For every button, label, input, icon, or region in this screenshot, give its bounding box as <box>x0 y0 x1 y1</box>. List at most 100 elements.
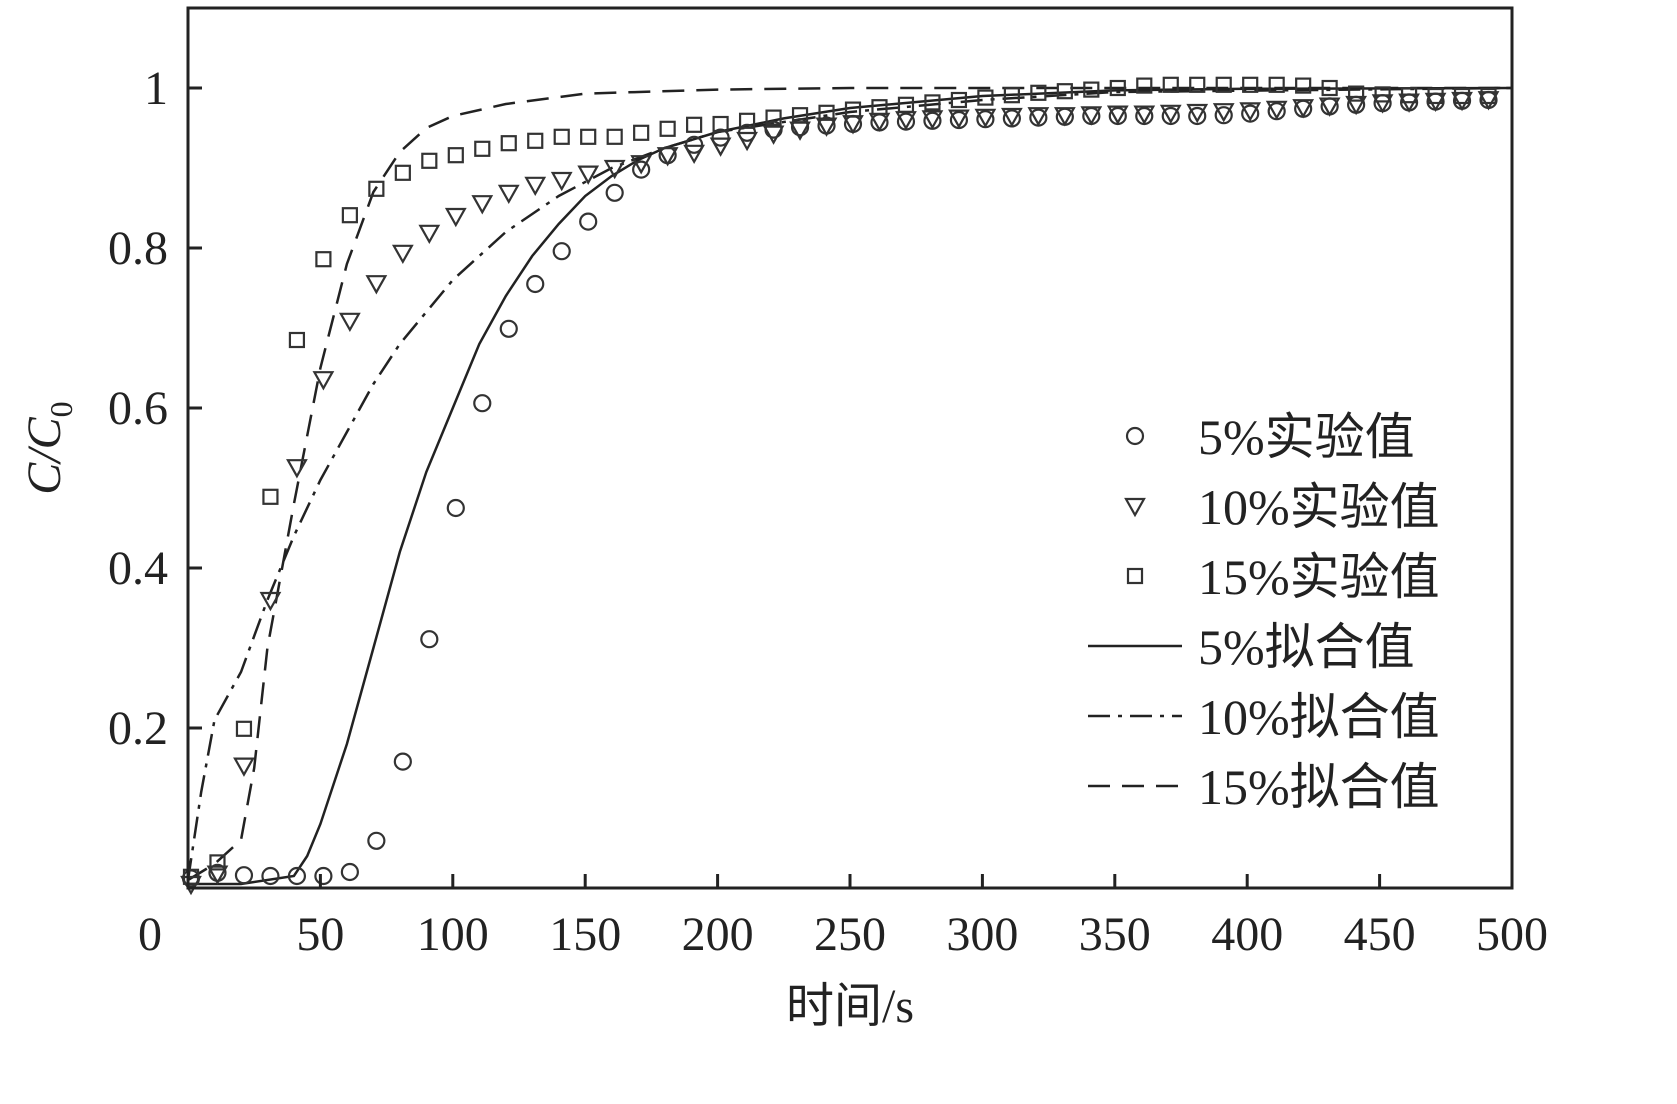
square-marker <box>1126 567 1144 585</box>
triangle-marker <box>921 110 944 130</box>
triangle-marker <box>1212 103 1235 123</box>
circle-marker <box>420 630 439 649</box>
circle-marker <box>367 831 386 850</box>
triangle-marker <box>1027 107 1050 127</box>
square-marker <box>1242 76 1259 93</box>
legend-item: 5%实验值 <box>1125 409 1415 465</box>
circle-marker <box>552 242 571 261</box>
square-marker <box>235 720 253 737</box>
square-marker <box>606 128 623 145</box>
triangle-marker <box>1080 106 1103 126</box>
triangle-marker <box>603 159 626 180</box>
triangle-marker <box>1318 97 1341 117</box>
fit-line <box>187 86 1512 882</box>
svg-text:C/C0: C/C0 <box>18 401 79 494</box>
legend-item: 15%拟合值 <box>1088 759 1440 815</box>
square-marker <box>1162 76 1179 93</box>
x-tick-label: 250 <box>814 908 886 961</box>
square-marker <box>1348 85 1365 102</box>
square-marker <box>1453 87 1471 105</box>
square-marker <box>871 99 888 116</box>
fit-line <box>188 86 1513 886</box>
triangle-marker <box>550 171 573 192</box>
triangle-marker <box>338 312 361 333</box>
circle-marker <box>234 866 254 885</box>
triangle-marker <box>1424 92 1447 113</box>
legend-label: 15%实验值 <box>1198 549 1440 605</box>
triangle-marker <box>1053 107 1076 127</box>
square-marker <box>844 101 862 118</box>
square-marker <box>341 207 358 224</box>
square-marker <box>1189 76 1206 93</box>
square-marker <box>950 91 968 109</box>
circle-marker <box>579 212 598 231</box>
legend-label: 5%拟合值 <box>1198 619 1415 675</box>
triangle-marker <box>1124 497 1146 518</box>
legend-item: 5%拟合值 <box>1088 619 1415 675</box>
legend-label: 10%拟合值 <box>1198 689 1440 745</box>
square-marker <box>182 868 200 885</box>
y-axis-label: C/C0 <box>18 401 79 494</box>
circle-marker <box>1188 106 1207 126</box>
triangle-marker <box>286 459 308 479</box>
square-marker <box>1295 77 1312 94</box>
square-marker <box>633 124 650 141</box>
x-tick-label: 350 <box>1079 908 1151 961</box>
triangle-marker <box>418 224 441 245</box>
y-tick-label: 1 <box>144 62 168 115</box>
square-marker <box>527 132 544 149</box>
x-axis-label: 时间/s <box>786 980 914 1033</box>
triangle-marker <box>1239 102 1262 122</box>
circle-marker <box>632 160 651 179</box>
x-tick-label: 0 <box>138 908 162 961</box>
square-marker <box>209 854 226 871</box>
triangle-marker <box>444 207 467 228</box>
circle-marker <box>287 866 307 886</box>
y-axis-label-sub: 0 <box>43 401 79 417</box>
square-marker <box>474 140 491 157</box>
square-marker <box>1136 77 1153 94</box>
legend-label: 15%拟合值 <box>1198 759 1440 815</box>
series-points <box>182 76 1497 885</box>
triangle-marker <box>736 131 758 152</box>
square-marker <box>1427 87 1444 105</box>
triangle-marker <box>1186 103 1209 124</box>
square-marker <box>686 116 703 133</box>
square-marker <box>1400 87 1418 104</box>
circle-marker <box>473 394 492 413</box>
square-marker <box>1083 81 1100 98</box>
square-marker <box>315 251 332 268</box>
x-tick-label: 50 <box>296 908 344 961</box>
x-tick-label: 500 <box>1476 908 1548 961</box>
square-marker <box>924 94 941 111</box>
triangle-marker <box>1451 91 1473 112</box>
fit-lines <box>186 86 1513 886</box>
square-marker <box>553 128 570 145</box>
circle-marker <box>393 752 412 771</box>
triangle-marker <box>1371 94 1394 114</box>
square-marker <box>1030 84 1047 101</box>
triangle-marker <box>709 137 732 157</box>
circle-marker <box>446 498 465 518</box>
square-marker <box>262 488 279 505</box>
square-marker <box>1480 87 1497 105</box>
square-marker <box>738 112 756 129</box>
square-marker <box>897 96 915 113</box>
y-tick-label: 0.4 <box>108 542 168 595</box>
square-marker <box>791 107 809 124</box>
circle-marker <box>1214 106 1233 125</box>
square-marker <box>1268 76 1285 93</box>
y-tick-label: 0.8 <box>108 222 168 275</box>
square-marker <box>1003 87 1020 104</box>
circle-marker <box>314 866 333 886</box>
triangle-marker <box>1106 105 1129 125</box>
x-tick-label: 200 <box>682 908 754 961</box>
square-marker <box>447 147 464 164</box>
square-marker <box>368 180 385 197</box>
square-marker <box>818 104 835 121</box>
square-marker <box>394 164 411 181</box>
triangle-marker <box>471 195 494 215</box>
data-points <box>180 76 1500 896</box>
x-tick-label: 100 <box>417 908 489 961</box>
